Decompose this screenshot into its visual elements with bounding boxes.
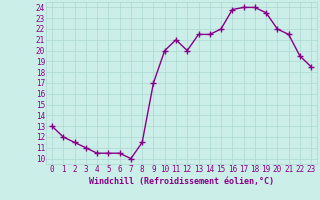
X-axis label: Windchill (Refroidissement éolien,°C): Windchill (Refroidissement éolien,°C) (89, 177, 274, 186)
